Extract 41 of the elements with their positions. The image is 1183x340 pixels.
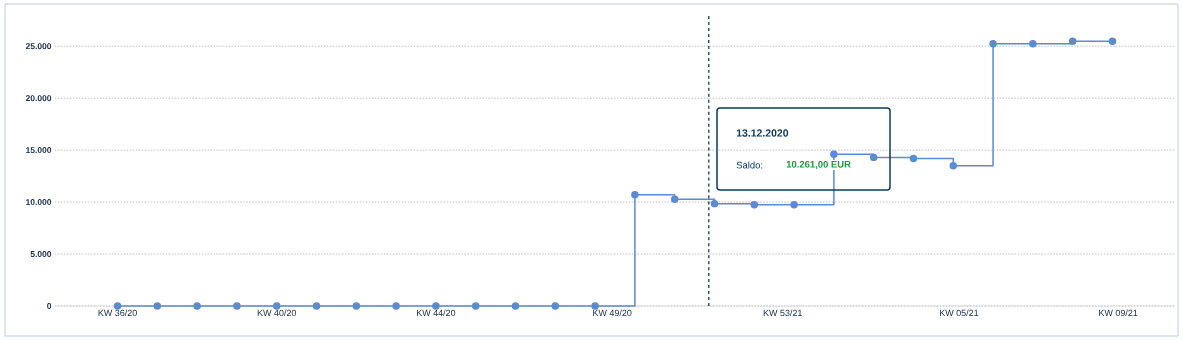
x-tick-label: KW 53/21 — [763, 309, 802, 317]
y-tick-label: 15.000 — [26, 147, 52, 154]
point — [869, 153, 878, 162]
point — [113, 302, 122, 310]
point — [233, 302, 241, 310]
point — [153, 302, 162, 310]
point — [631, 191, 639, 199]
y-tick-label: 10.000 — [26, 199, 52, 206]
y-tick-label: 20.000 — [25, 95, 52, 102]
point — [193, 302, 201, 310]
point — [511, 302, 520, 310]
point — [352, 302, 361, 310]
point — [272, 302, 281, 310]
point — [551, 302, 560, 310]
point — [1108, 37, 1117, 45]
x-tick-label: KW 36/20 — [98, 309, 137, 317]
point — [392, 302, 400, 310]
annotation: 10.261,00 EUR — [786, 160, 851, 170]
point — [830, 150, 838, 158]
point — [670, 195, 679, 204]
point — [710, 199, 719, 208]
x-tick-label: KW 44/20 — [416, 309, 456, 317]
point — [471, 302, 480, 310]
x-tick-label: KW 05/21 — [940, 309, 979, 317]
point — [1029, 40, 1037, 48]
y-tick-label: 25.000 — [25, 43, 52, 50]
annotation: Saldo: — [736, 161, 763, 169]
point — [750, 200, 759, 209]
point — [909, 154, 918, 163]
point — [989, 40, 997, 48]
x-tick-label: KW 09/21 — [1099, 309, 1138, 317]
point — [790, 200, 798, 209]
point — [1068, 37, 1077, 45]
y-tick-label: 5.000 — [30, 251, 52, 258]
annotation: 13.12.2020 — [736, 129, 789, 137]
x-tick-label: KW 49/20 — [593, 309, 632, 317]
x-tick-label: KW 40/20 — [257, 309, 297, 317]
point — [949, 161, 958, 170]
point — [591, 302, 599, 310]
point — [312, 302, 321, 310]
y-tick-label: 0 — [47, 303, 52, 309]
